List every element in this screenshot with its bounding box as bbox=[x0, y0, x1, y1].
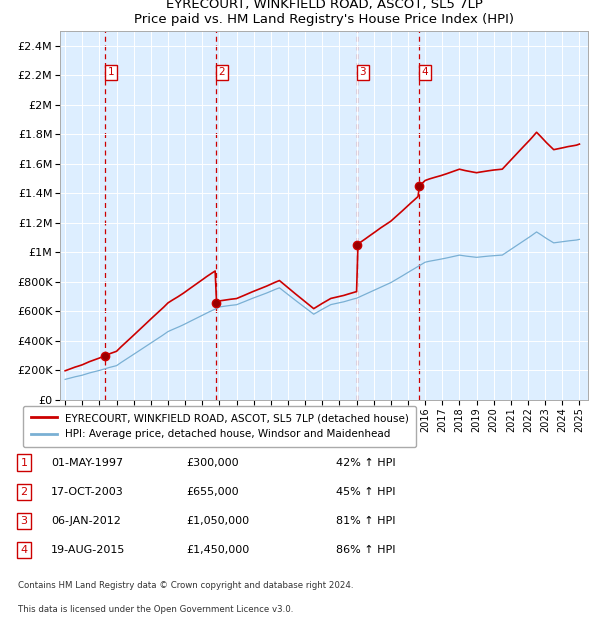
Title: EYRECOURT, WINKFIELD ROAD, ASCOT, SL5 7LP
Price paid vs. HM Land Registry's Hous: EYRECOURT, WINKFIELD ROAD, ASCOT, SL5 7L… bbox=[134, 0, 514, 25]
Text: 1: 1 bbox=[107, 68, 114, 78]
Text: This data is licensed under the Open Government Licence v3.0.: This data is licensed under the Open Gov… bbox=[18, 604, 293, 614]
Text: 4: 4 bbox=[20, 545, 28, 555]
Text: 06-JAN-2012: 06-JAN-2012 bbox=[51, 516, 121, 526]
Text: £1,050,000: £1,050,000 bbox=[186, 516, 249, 526]
Text: 3: 3 bbox=[359, 68, 366, 78]
Text: £300,000: £300,000 bbox=[186, 458, 239, 467]
Text: 42% ↑ HPI: 42% ↑ HPI bbox=[336, 458, 395, 467]
Text: 3: 3 bbox=[20, 516, 28, 526]
Text: £655,000: £655,000 bbox=[186, 487, 239, 497]
Text: 2: 2 bbox=[218, 68, 225, 78]
Text: 01-MAY-1997: 01-MAY-1997 bbox=[51, 458, 123, 467]
Text: 1: 1 bbox=[20, 458, 28, 467]
Legend: EYRECOURT, WINKFIELD ROAD, ASCOT, SL5 7LP (detached house), HPI: Average price, : EYRECOURT, WINKFIELD ROAD, ASCOT, SL5 7L… bbox=[23, 406, 416, 446]
Text: 86% ↑ HPI: 86% ↑ HPI bbox=[336, 545, 395, 555]
Text: 19-AUG-2015: 19-AUG-2015 bbox=[51, 545, 125, 555]
Text: 4: 4 bbox=[421, 68, 428, 78]
Text: £1,450,000: £1,450,000 bbox=[186, 545, 249, 555]
Text: Contains HM Land Registry data © Crown copyright and database right 2024.: Contains HM Land Registry data © Crown c… bbox=[18, 581, 353, 590]
Text: 2: 2 bbox=[20, 487, 28, 497]
Text: 81% ↑ HPI: 81% ↑ HPI bbox=[336, 516, 395, 526]
Text: 45% ↑ HPI: 45% ↑ HPI bbox=[336, 487, 395, 497]
Text: 17-OCT-2003: 17-OCT-2003 bbox=[51, 487, 124, 497]
